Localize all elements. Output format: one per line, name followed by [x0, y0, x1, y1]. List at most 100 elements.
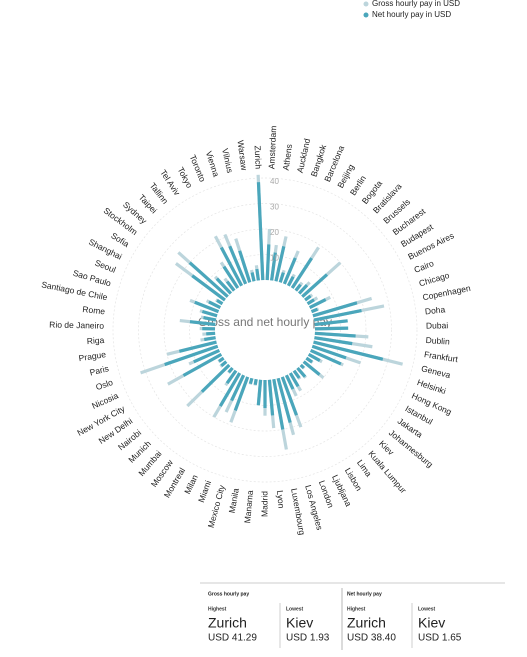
- bar: [280, 376, 298, 416]
- bar: [191, 274, 226, 302]
- bar: [188, 261, 229, 298]
- category-label: Athens: [281, 143, 294, 171]
- category-label: Chicago: [418, 270, 451, 289]
- bar: [218, 372, 242, 407]
- bar: [250, 272, 256, 282]
- bar: [178, 340, 217, 353]
- bar: [309, 348, 342, 366]
- y-tick-label: 20: [270, 228, 279, 237]
- category-label: Luxembourg: [289, 487, 307, 536]
- panel-title: Net hourly pay: [347, 591, 382, 597]
- bar: [225, 280, 236, 292]
- panel-label: Highest: [347, 606, 366, 612]
- category-label: Paris: [89, 363, 110, 377]
- bar: [225, 369, 238, 385]
- bar: [302, 360, 321, 376]
- bar: [313, 340, 384, 361]
- bar: [308, 298, 327, 310]
- panel-label: Lowest: [286, 606, 304, 612]
- bar: [219, 246, 244, 287]
- panel-amount: USD 38.40: [347, 633, 396, 644]
- bar: [216, 299, 224, 306]
- legend-dot: [363, 12, 369, 18]
- bar: [274, 246, 286, 282]
- bar: [204, 336, 216, 342]
- panel-amount: USD 1.93: [286, 633, 330, 644]
- bar: [305, 356, 313, 364]
- category-label: Dublin: [425, 335, 450, 347]
- bar: [256, 182, 265, 281]
- category-label: Doha: [424, 304, 446, 316]
- bar: [194, 300, 220, 314]
- legend-label: Gross hourly pay in USD: [372, 0, 460, 8]
- bar: [304, 294, 312, 302]
- bar: [228, 245, 248, 285]
- category-label: Seoul: [93, 258, 117, 275]
- bar: [255, 268, 260, 281]
- category-label: Oslo: [94, 377, 114, 392]
- bar: [201, 309, 218, 318]
- bar: [310, 307, 319, 314]
- bar: [220, 360, 228, 367]
- category-label: Lyon: [275, 490, 287, 509]
- bar: [276, 377, 292, 423]
- bar: [314, 319, 348, 327]
- bar: [292, 369, 301, 379]
- bar: [286, 276, 295, 287]
- bar: [227, 366, 234, 374]
- category-label: Riga: [87, 335, 105, 346]
- bar: [218, 356, 225, 363]
- category-label: Cairo: [413, 258, 436, 275]
- bar: [296, 366, 307, 378]
- category-label: Manama: [242, 490, 255, 524]
- bar: [314, 331, 356, 338]
- bar: [299, 363, 305, 370]
- y-tick-label: 10: [270, 254, 279, 263]
- category-label: Warsaw: [235, 140, 249, 172]
- category-label: Milan: [182, 473, 200, 496]
- bar: [253, 378, 258, 386]
- bar: [203, 316, 217, 322]
- panel-city: Kiev: [286, 615, 313, 631]
- panel-city: Zurich: [208, 615, 247, 631]
- panel-amount: USD 1.65: [418, 633, 462, 644]
- bar: [208, 300, 222, 310]
- bar: [233, 376, 250, 411]
- panel-label: Lowest: [418, 606, 436, 612]
- category-label: Vilnius: [220, 147, 235, 173]
- bar: [238, 250, 252, 283]
- bar: [290, 257, 313, 289]
- grid-circle: [163, 228, 367, 432]
- panel-label: Highest: [208, 606, 227, 612]
- bar: [312, 301, 358, 318]
- bar: [230, 374, 246, 402]
- bar: [284, 374, 295, 390]
- bar: [294, 283, 302, 292]
- bar: [200, 363, 231, 393]
- center-label: Gross and net hourly pay: [198, 315, 332, 329]
- grid-circle: [189, 254, 341, 406]
- category-label: Dubai: [426, 320, 449, 330]
- category-label: Zurich: [253, 145, 264, 169]
- bar: [222, 265, 240, 289]
- category-label: Amsterdam: [266, 125, 278, 169]
- bar: [297, 284, 309, 295]
- legend-label: Net hourly pay in USD: [372, 10, 451, 19]
- category-label: Manila: [227, 487, 241, 514]
- bar: [206, 331, 216, 336]
- bar: [182, 352, 223, 377]
- bar: [314, 336, 353, 346]
- category-label: Geneva: [420, 363, 452, 380]
- bar: [272, 378, 285, 430]
- grid-circle: [112, 177, 418, 483]
- bar: [278, 272, 285, 283]
- y-tick-label: 40: [270, 177, 279, 186]
- bar: [164, 344, 219, 367]
- category-label: Auckland: [295, 137, 312, 174]
- bar: [256, 379, 263, 406]
- grid-circle: [138, 203, 392, 457]
- category-label: Frankfurt: [423, 349, 459, 364]
- category-label: Rome: [82, 304, 106, 316]
- category-label: Rio de Janeiro: [49, 319, 104, 330]
